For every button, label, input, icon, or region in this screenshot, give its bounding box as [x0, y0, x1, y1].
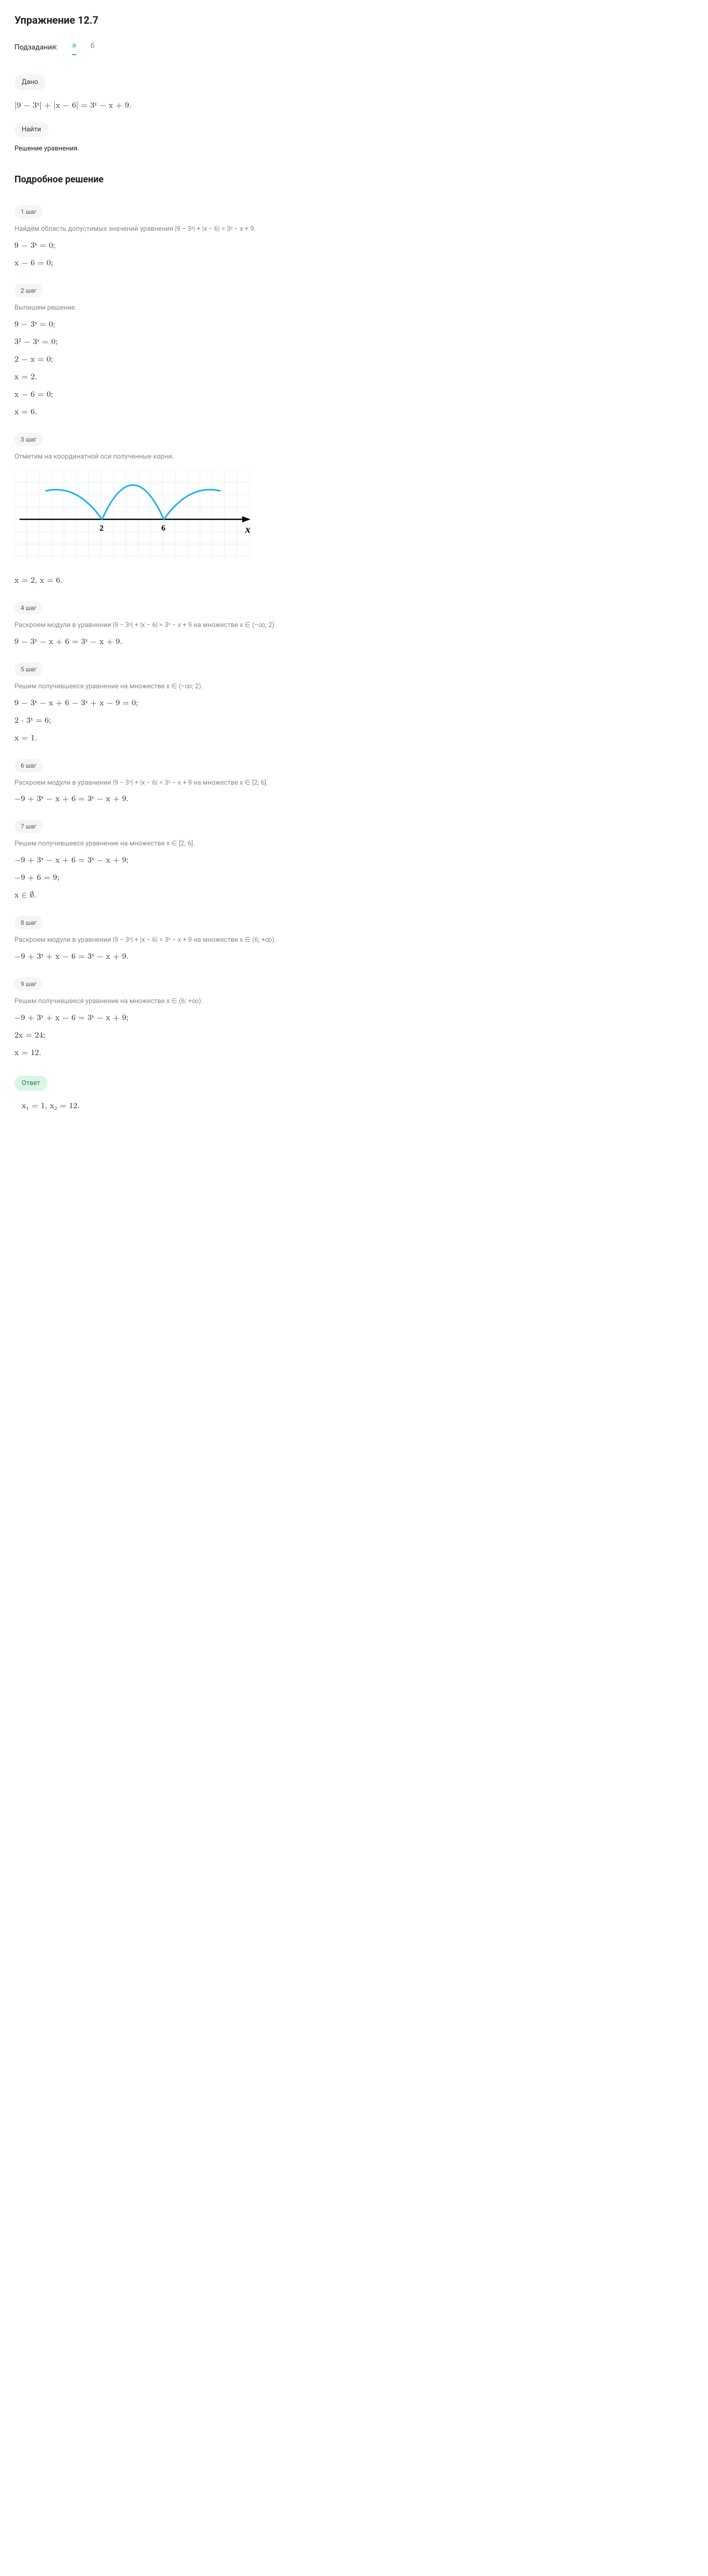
math-line: −9 + 3ˣ + x − 6 = 3ˣ − x + 9. — [14, 951, 282, 963]
answer-pill: Ответ — [14, 1076, 47, 1091]
steps-root: 1 шаг Найдём область допустимых значений … — [14, 196, 282, 1059]
step-desc: Выпишем решение. — [14, 303, 282, 313]
page-title: Упражнение 12.7 — [14, 12, 282, 28]
svg-text:x: x — [245, 524, 250, 535]
find-text: Решение уравнения. — [14, 144, 282, 154]
math-line: 9 − 3ˣ − x + 6 − 3ˣ + x − 9 = 0; — [14, 697, 282, 709]
find-pill: Найти — [14, 122, 48, 138]
math-line: x = 6. — [14, 406, 282, 418]
step-pill: 1 шаг — [14, 205, 43, 218]
math-line: 9 − 3ˣ = 0; — [14, 240, 282, 252]
math-line: x = 12. — [14, 1047, 282, 1059]
solution-header: Подробное решение — [14, 173, 282, 187]
step-desc: Раскроем модули в уравнении |9 − 3ˣ| + |… — [14, 778, 282, 788]
math-line: 2 − x = 0; — [14, 353, 282, 366]
step-desc: Решим получившееся уравнение на множеств… — [14, 997, 282, 1007]
math-line: x − 6 = 0; — [14, 388, 282, 401]
step-pill: 3 шаг — [14, 433, 43, 446]
step-pill: 8 шаг — [14, 916, 43, 929]
math-line: x − 6 = 0; — [14, 257, 282, 269]
step-desc: Раскроем модули в уравнении |9 − 3ˣ| + |… — [14, 621, 282, 631]
svg-text:2: 2 — [99, 524, 104, 533]
step-pill: 5 шаг — [14, 663, 43, 676]
math-line: 2 · 3ˣ = 6; — [14, 715, 282, 727]
svg-text:6: 6 — [161, 524, 165, 533]
step-pill: 4 шаг — [14, 601, 43, 615]
math-line: x ∈ ∅. — [14, 889, 282, 902]
step-desc: Отметим на координатной оси полученные к… — [14, 452, 282, 462]
math-line: 9 − 3ˣ − x + 6 = 3ˣ − x + 9. — [14, 636, 282, 648]
math-line: 9 − 3ˣ = 0; — [14, 318, 282, 331]
math-line: −9 + 3ˣ − x + 6 = 3ˣ − x + 9. — [14, 793, 282, 805]
number-line-chart: x 2 6 — [14, 470, 282, 561]
tab-a[interactable]: а — [72, 40, 76, 55]
step-pill: 2 шаг — [14, 284, 43, 297]
subtasks-row: Подзадания: а б — [14, 40, 282, 55]
math-line: x = 2. — [14, 371, 282, 383]
answer-text: x₁ = 1, x₂ = 12. — [22, 1100, 282, 1112]
math-line: −9 + 3ˣ − x + 6 = 3ˣ − x + 9; — [14, 854, 282, 867]
tab-b[interactable]: б — [91, 41, 95, 55]
step-pill: 7 шаг — [14, 820, 43, 833]
math-line: −9 + 3ˣ + x − 6 = 3ˣ − x + 9; — [14, 1012, 282, 1024]
step-desc: Решим получившееся уравнение на множеств… — [14, 682, 282, 692]
math-line: 2x = 24; — [14, 1029, 282, 1042]
subtasks-label: Подзадания: — [14, 42, 58, 53]
step-desc: Найдём область допустимых значений уравн… — [14, 225, 282, 234]
step-desc: Решим получившееся уравнение на множеств… — [14, 839, 282, 849]
math-line: 3² − 3ˣ = 0; — [14, 336, 282, 348]
step-desc: Раскроем модули в уравнении |9 − 3ˣ| + |… — [14, 936, 282, 945]
math-line: x = 1. — [14, 732, 282, 744]
step-pill: 9 шаг — [14, 977, 43, 991]
step-pill: 6 шаг — [14, 759, 43, 772]
given-eq: |9 − 3ˣ| + |x − 6| = 3ˣ − x + 9. — [14, 99, 282, 112]
given-pill: Дано — [14, 75, 45, 90]
math-line: −9 + 6 = 9; — [14, 872, 282, 884]
math-line: x = 2, x = 6. — [14, 574, 282, 587]
